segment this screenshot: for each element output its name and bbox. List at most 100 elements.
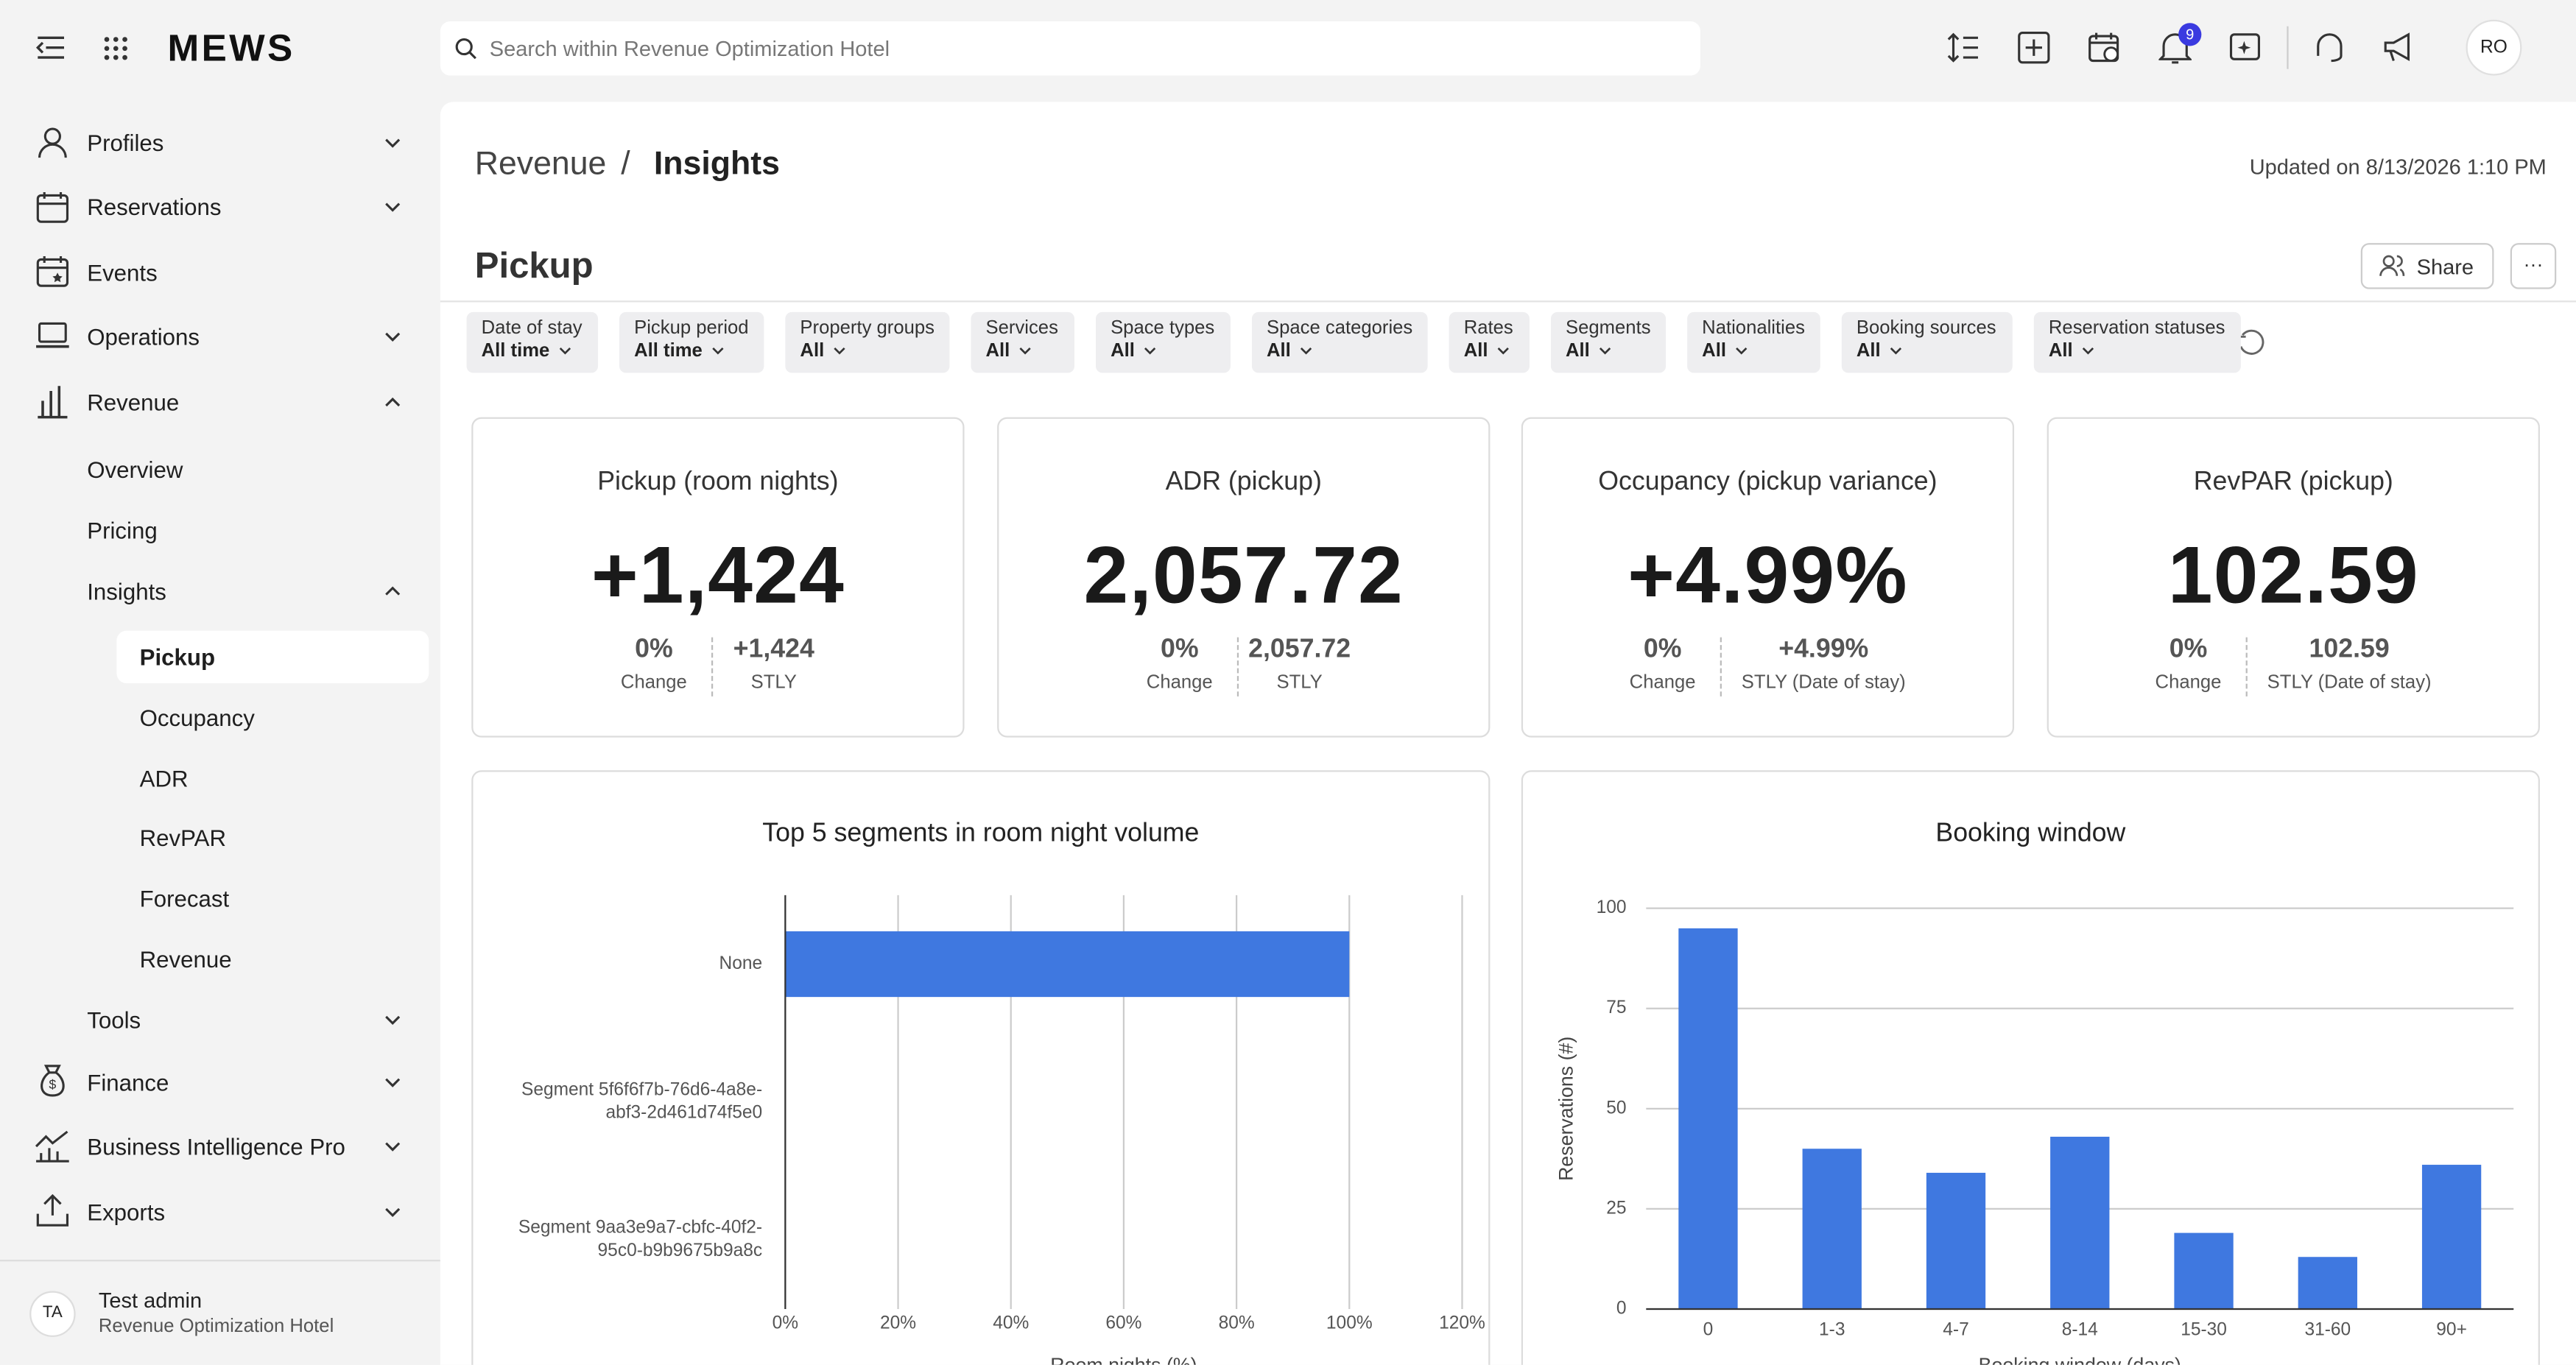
density-icon[interactable] <box>1947 31 1980 64</box>
nav-item[interactable]: Finance <box>87 1069 169 1096</box>
nav-item[interactable]: Profiles <box>87 130 164 156</box>
apps-grid[interactable] <box>104 36 128 60</box>
kpi-stly-label: STLY <box>1276 673 1323 694</box>
chevron-down[interactable] <box>384 1015 401 1026</box>
y-tick-label: Segment 5f6f6f7b-76d6-4a8e-abf3-2d461d74… <box>521 1080 762 1123</box>
chevron-down[interactable] <box>384 202 401 212</box>
breadcrumb-current: Insights <box>653 146 780 183</box>
filter-label: Reservation statuses <box>2048 318 2225 339</box>
filter[interactable]: Rates All <box>1449 311 1530 373</box>
nav-subitem[interactable]: Pricing <box>87 517 158 544</box>
filter[interactable]: Property groups All <box>785 311 950 373</box>
x-tick-label: 120% <box>1439 1313 1485 1333</box>
logo[interactable]: MEWS <box>167 26 295 69</box>
filter-value: All <box>2049 342 2226 361</box>
nav-subitem[interactable]: ADR <box>139 765 189 792</box>
chevron-up[interactable] <box>384 586 401 596</box>
filter-label: Pickup period <box>634 318 749 339</box>
kpi-change-label: Change <box>2155 673 2222 694</box>
kpi-card: RevPAR (pickup) 102.59 0% Change 102.59 STLY … <box>2047 417 2540 738</box>
bar <box>2050 1136 2110 1310</box>
nav-subitem[interactable]: Tools <box>87 1006 141 1034</box>
filter[interactable]: Space types All <box>1095 311 1231 373</box>
nav-subitem[interactable]: Forecast <box>139 885 230 912</box>
more-button[interactable]: ··· <box>2510 243 2557 289</box>
filter-chevron <box>2082 347 2094 355</box>
x-tick-label: 20% <box>880 1313 916 1333</box>
filter-label: Segments <box>1566 318 1651 339</box>
nav-item[interactable]: Reservations <box>87 194 222 220</box>
add-icon[interactable] <box>2018 31 2051 64</box>
breadcrumb-separator: / <box>621 146 630 183</box>
filter-chevron <box>1496 347 1509 355</box>
filter-label: Space types <box>1111 318 1215 339</box>
avatar[interactable]: RO <box>2466 19 2522 76</box>
exports-icon <box>36 1193 69 1227</box>
kpi-stly: +1,424 <box>733 635 814 664</box>
nav-subitem[interactable]: RevPAR <box>139 824 227 851</box>
bar <box>2174 1232 2234 1310</box>
menu-toggle[interactable] <box>36 35 66 61</box>
nav-item[interactable]: Revenue <box>87 389 180 416</box>
filter[interactable]: Space categories All <box>1251 311 1428 373</box>
announcements-icon[interactable] <box>2382 31 2420 64</box>
chevron-down[interactable] <box>384 1077 401 1087</box>
filter-label: Space categories <box>1267 318 1413 339</box>
filter-value: All time <box>634 342 749 361</box>
chevron-up[interactable] <box>384 397 401 407</box>
nav-item[interactable]: Events <box>87 259 158 286</box>
chevron-down[interactable] <box>384 1141 401 1151</box>
kpi-stly: 2,057.72 <box>1248 635 1351 664</box>
filter[interactable]: Services All <box>971 311 1074 373</box>
filter-chevron <box>1018 347 1031 355</box>
revenue-icon <box>38 386 68 419</box>
chevron-down[interactable] <box>384 138 401 148</box>
x-tick-label: 1-3 <box>1819 1319 1845 1339</box>
filter[interactable]: Reservation statuses All <box>2033 311 2241 373</box>
filter-value: All <box>1857 342 1998 361</box>
filter-chevron <box>833 347 845 355</box>
sidebar-divider <box>0 1260 440 1262</box>
filter-value: All time <box>482 342 583 361</box>
breadcrumb-parent[interactable]: Revenue <box>474 146 607 183</box>
bar <box>1926 1172 1986 1310</box>
kpi-divider <box>1236 637 1239 696</box>
kpi-change-label: Change <box>620 673 687 694</box>
filter-value: All <box>1267 342 1413 361</box>
filter-chevron <box>558 347 571 355</box>
nav-subitem[interactable]: Insights <box>87 578 166 604</box>
share-button[interactable]: Share <box>2360 243 2494 289</box>
nav-subitem[interactable]: Revenue <box>139 945 232 973</box>
operations-icon <box>36 322 69 348</box>
bar <box>2421 1165 2482 1310</box>
filter[interactable]: Date of stay All time <box>466 311 599 373</box>
user-initials[interactable]: TA <box>29 1291 76 1337</box>
filter[interactable]: Pickup period All time <box>619 311 764 373</box>
filter[interactable]: Booking sources All <box>1841 311 2013 373</box>
support-icon[interactable] <box>2313 31 2346 64</box>
chevron-down[interactable] <box>384 1207 401 1218</box>
nav-item[interactable]: Exports <box>87 1199 166 1226</box>
y-tick-label: 25 <box>1606 1198 1626 1218</box>
filter[interactable]: Nationalities All <box>1687 311 1820 373</box>
kpi-value: 2,057.72 <box>1083 532 1404 621</box>
y-tick-label: Segment 9aa3e9a7-cbfc-40f2-95c0-b9b9675b… <box>518 1218 762 1260</box>
kpi-change-label: Change <box>1146 673 1213 694</box>
kpi-divider <box>2245 637 2248 696</box>
chevron-down[interactable] <box>384 332 401 342</box>
filter-chevron <box>711 347 723 355</box>
ai-icon[interactable] <box>2229 31 2264 64</box>
filter[interactable]: Segments All <box>1550 311 1667 373</box>
search-box[interactable]: Search within Revenue Optimization Hotel <box>440 21 1700 76</box>
nav-item[interactable]: Business Intelligence Pro <box>87 1133 345 1160</box>
nav-subitem[interactable]: Occupancy <box>139 705 255 731</box>
nav-subitem[interactable]: Overview <box>87 456 183 483</box>
nav-subitem-active[interactable]: Pickup <box>139 643 216 671</box>
x-tick-label: 15-30 <box>2181 1319 2227 1339</box>
calendar-icon[interactable] <box>2088 31 2122 64</box>
nav-item[interactable]: Operations <box>87 323 200 350</box>
kpi-change: 0% <box>1160 635 1199 664</box>
user-name: Test admin <box>98 1288 203 1313</box>
x-tick-label: 80% <box>1219 1313 1255 1333</box>
kpi-value: +4.99% <box>1627 532 1908 621</box>
